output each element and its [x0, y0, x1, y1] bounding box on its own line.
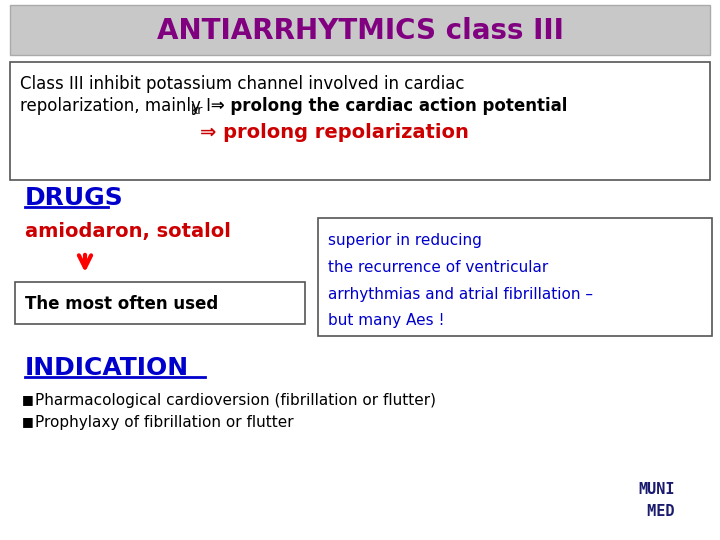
FancyBboxPatch shape: [15, 282, 305, 324]
Text: MUNI: MUNI: [638, 483, 675, 497]
Text: ■: ■: [22, 415, 34, 429]
FancyBboxPatch shape: [10, 5, 710, 55]
Text: the recurrence of ventricular: the recurrence of ventricular: [328, 260, 548, 274]
Text: superior in reducing: superior in reducing: [328, 233, 482, 247]
Text: ⇒ prolong repolarization: ⇒ prolong repolarization: [200, 124, 469, 143]
Text: Class III inhibit potassium channel involved in cardiac: Class III inhibit potassium channel invo…: [20, 75, 464, 93]
Text: arrhythmias and atrial fibrillation –: arrhythmias and atrial fibrillation –: [328, 287, 593, 301]
Text: INDICATION: INDICATION: [25, 356, 189, 380]
Text: DRUGS: DRUGS: [25, 186, 124, 210]
FancyBboxPatch shape: [318, 218, 712, 336]
Text: Prophylaxy of fibrillation or flutter: Prophylaxy of fibrillation or flutter: [35, 415, 294, 429]
Text: ANTIARRHYTMICS class III: ANTIARRHYTMICS class III: [156, 17, 564, 45]
Text: ■: ■: [22, 394, 34, 407]
FancyBboxPatch shape: [10, 62, 710, 180]
Text: repolarization, mainly I: repolarization, mainly I: [20, 97, 211, 115]
Text: MED: MED: [638, 504, 675, 519]
Text: but many Aes !: but many Aes !: [328, 314, 444, 328]
Text: kr: kr: [191, 105, 203, 118]
Text: The most often used: The most often used: [25, 295, 218, 313]
Text: amiodaron, sotalol: amiodaron, sotalol: [25, 222, 231, 241]
Text: Pharmacological cardioversion (fibrillation or flutter): Pharmacological cardioversion (fibrillat…: [35, 393, 436, 408]
Text: ⇒ prolong the cardiac action potential: ⇒ prolong the cardiac action potential: [205, 97, 567, 115]
